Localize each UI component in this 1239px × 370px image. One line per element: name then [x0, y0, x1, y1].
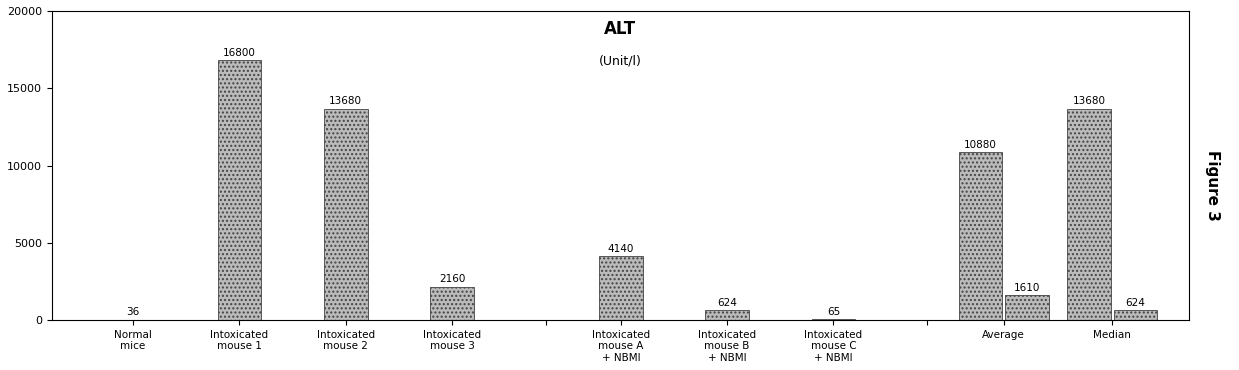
Bar: [959, 152, 1002, 320]
Text: 36: 36: [126, 307, 140, 317]
Bar: [705, 310, 750, 320]
Bar: [1005, 295, 1048, 320]
Bar: [430, 287, 473, 320]
Text: 624: 624: [1125, 298, 1146, 308]
Text: Figure 3: Figure 3: [1206, 149, 1220, 221]
Text: 2160: 2160: [439, 275, 465, 285]
Text: 13680: 13680: [1073, 96, 1105, 106]
Text: 13680: 13680: [330, 96, 362, 106]
Bar: [218, 60, 261, 320]
Text: 624: 624: [717, 298, 737, 308]
Bar: [1067, 109, 1111, 320]
Text: ALT: ALT: [605, 20, 637, 38]
Bar: [598, 256, 643, 320]
Text: (Unit/l): (Unit/l): [598, 54, 642, 67]
Bar: [812, 319, 855, 320]
Text: 4140: 4140: [607, 244, 634, 254]
Text: 16800: 16800: [223, 48, 255, 58]
Bar: [1114, 310, 1157, 320]
Text: 65: 65: [826, 307, 840, 317]
Text: 10880: 10880: [964, 139, 997, 149]
Bar: [323, 109, 368, 320]
Text: 1610: 1610: [1014, 283, 1040, 293]
